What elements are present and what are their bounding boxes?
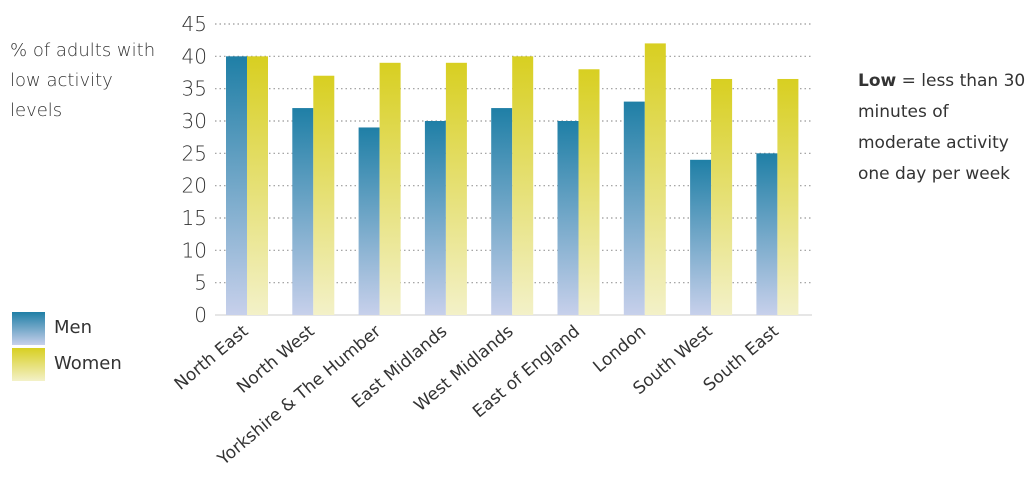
y-tick-label: 35 xyxy=(182,77,207,101)
bar-women xyxy=(380,63,401,315)
legend-swatch-men xyxy=(12,312,45,345)
y-tick-label: 10 xyxy=(182,238,207,262)
bar-women xyxy=(512,56,533,315)
y-tick-label: 15 xyxy=(182,206,207,230)
legend-label-women: Women xyxy=(54,353,122,374)
bar-men xyxy=(690,160,711,315)
note-bold: Low xyxy=(858,71,896,91)
y-tick-label: 5 xyxy=(194,271,207,295)
bar-women xyxy=(247,56,268,315)
legend-label-men: Men xyxy=(54,317,92,338)
bar-women xyxy=(777,79,798,315)
y-tick-labels: 0 5 10 15 20 25 30 35 40 45 xyxy=(182,12,207,327)
bar-women xyxy=(579,69,600,315)
bar-men xyxy=(756,153,777,315)
y-axis-label: % of adults with low activity levels xyxy=(10,36,160,126)
bar-men xyxy=(226,56,247,315)
bars xyxy=(226,43,798,315)
bar-men xyxy=(624,102,645,315)
y-tick-label: 0 xyxy=(194,303,207,327)
legend-swatch-women xyxy=(12,348,45,381)
bar-men xyxy=(359,127,380,315)
bar-men xyxy=(558,121,579,315)
y-tick-label: 30 xyxy=(182,109,207,133)
activity-note: Low = less than 30 minutes of moderate a… xyxy=(858,66,1028,190)
bar-men xyxy=(491,108,512,315)
bar-women xyxy=(711,79,732,315)
bar-men xyxy=(292,108,313,315)
y-tick-label: 40 xyxy=(182,44,207,68)
bar-men xyxy=(425,121,446,315)
bar-women xyxy=(645,43,666,315)
bar-women xyxy=(446,63,467,315)
x-tick-label: London xyxy=(590,322,651,377)
y-tick-label: 20 xyxy=(182,174,207,198)
y-tick-label: 25 xyxy=(182,141,207,165)
bar-women xyxy=(313,76,334,315)
y-tick-label: 45 xyxy=(182,12,207,36)
